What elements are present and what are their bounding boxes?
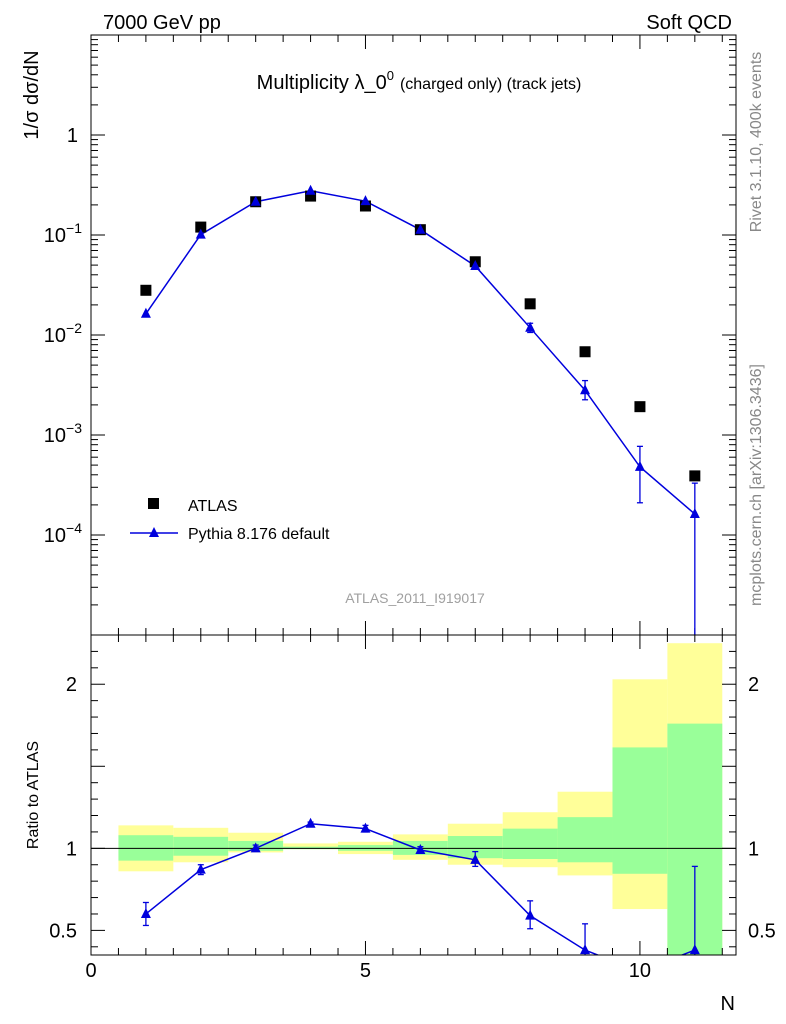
pythia-marker (689, 508, 700, 519)
uncertainty-band-green (173, 836, 229, 856)
ratio-ytick-label-right: 1 (748, 838, 759, 860)
ratio-ylabel: Ratio to ATLAS (25, 741, 42, 849)
main-ytick-label: 1 (67, 125, 78, 147)
plot-title-main: Multiplicity λ_0 (257, 72, 387, 94)
xtick-label: 10 (629, 960, 651, 982)
main-ytick-label: 10−2 (44, 320, 82, 347)
uncertainty-band-green (447, 836, 503, 859)
pythia-marker (250, 195, 261, 206)
atlas-marker (689, 470, 701, 482)
uncertainty-band-green (557, 817, 613, 863)
ratio-ytick-label: 2 (66, 674, 77, 696)
analysis-watermark: ATLAS_2011_I919017 (345, 590, 485, 606)
rivet-label: Rivet 3.1.10, 400k events (748, 52, 765, 233)
ratio-axis-ticks (90, 635, 736, 955)
plot-title-sup: 0 (387, 68, 394, 83)
pythia-line (145, 189, 696, 515)
atlas-marker (305, 190, 317, 202)
main-frame (90, 34, 737, 636)
uncertainty-band-yellow (283, 843, 339, 850)
pythia-marker (634, 460, 645, 471)
ratio-marker (470, 853, 481, 864)
ratio-marker (415, 843, 426, 854)
ratio-marker (305, 817, 316, 828)
pythia-marker (580, 384, 591, 395)
main-ytick-label: 10−4 (44, 520, 82, 547)
pythia-marker (195, 228, 206, 239)
legend-label-atlas: ATLAS (188, 498, 238, 515)
header-left: 7000 GeV pp (103, 12, 221, 34)
ratio-marker (525, 909, 536, 920)
pythia-marker (360, 195, 371, 206)
main-ytick-label: 10−3 (44, 420, 82, 447)
ratio-marker (360, 822, 371, 833)
ratio-ytick-label: 1 (66, 838, 77, 860)
atlas-marker (140, 284, 152, 296)
main-ytick-label: 10−1 (44, 220, 82, 247)
ratio-plot-data (140, 817, 700, 955)
pythia-marker (415, 223, 426, 234)
uncertainty-band-green (612, 747, 668, 874)
ratio-ytick-labels: 0.5 0.5 1 1 2 2 (49, 674, 776, 942)
atlas-marker (524, 298, 536, 310)
ratio-marker (250, 842, 261, 853)
ratio-bands (118, 643, 723, 955)
atlas-marker (359, 200, 371, 212)
uncertainty-band-green (502, 828, 558, 859)
ratio-ytick-label-right: 2 (748, 674, 759, 696)
atlas-marker (579, 346, 591, 358)
plot-title: Multiplicity λ_00 (charged only) (track j… (257, 68, 582, 94)
main-ytick-labels: 1 10−1 10−2 10−3 10−4 (44, 125, 82, 547)
main-axis-ticks (90, 34, 736, 636)
main-ylabel: 1/σ dσ/dN (21, 50, 43, 139)
pythia-marker (525, 321, 536, 332)
ratio-xlabel: N (721, 993, 735, 1015)
atlas-marker (195, 221, 207, 233)
ratio-marker (140, 907, 151, 918)
pythia-marker (140, 307, 151, 318)
ratio-frame (90, 634, 737, 956)
xtick-label: 5 (360, 960, 371, 982)
main-plot-data (140, 184, 701, 635)
xtick-label: 0 (85, 960, 96, 982)
legend-label-pythia: Pythia 8.176 default (188, 526, 330, 543)
ratio-ytick-label: 0.5 (49, 920, 77, 942)
ratio-marker (689, 944, 700, 955)
plot-title-sub: (charged only) (track jets) (400, 76, 581, 93)
pythia-marker (470, 259, 481, 270)
header-right: Soft QCD (646, 12, 732, 34)
legend-marker-pythia (149, 527, 159, 537)
xtick-labels: 0 5 10 (85, 960, 651, 982)
atlas-marker (634, 401, 646, 413)
legend-marker-atlas (148, 498, 159, 509)
ratio-marker (580, 944, 591, 955)
ratio-marker (195, 863, 206, 874)
legend: ATLAS Pythia 8.176 default (130, 498, 330, 543)
pythia-marker (305, 184, 316, 195)
ratio-ytick-label-right: 0.5 (748, 920, 776, 942)
mcplots-label: mcplots.cern.ch [arXiv:1306.3436] (748, 364, 765, 606)
